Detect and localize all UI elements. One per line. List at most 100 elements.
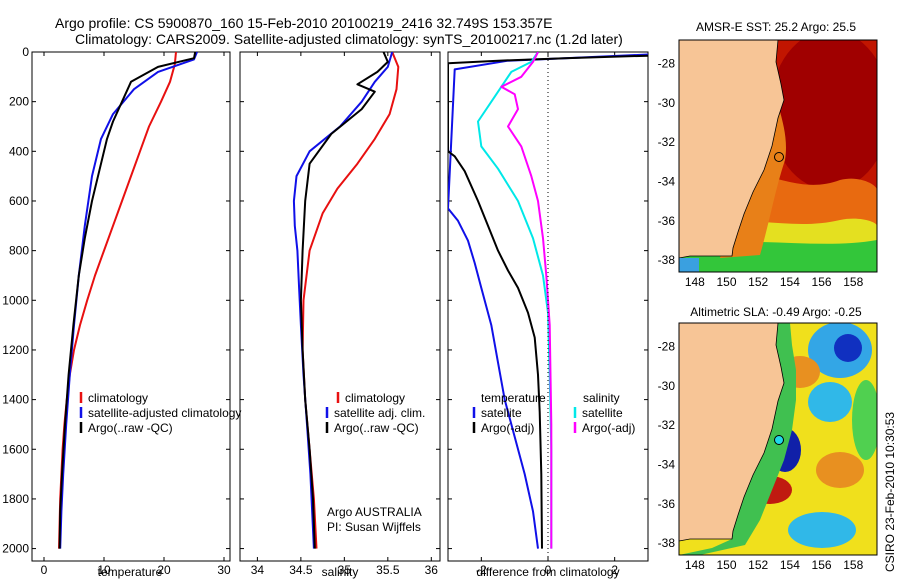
temperature-axis-label: temperature xyxy=(98,565,163,579)
sla-blob-blue-north xyxy=(834,334,862,362)
series-line-temperature-satellite xyxy=(448,53,648,549)
sst-map xyxy=(679,40,877,272)
header-line-2: Climatology: CARS2009. Satellite-adjuste… xyxy=(75,31,623,47)
map-x-tick-label: 154 xyxy=(780,275,800,289)
x-tick-label: 10 xyxy=(97,563,111,577)
legend-label-satellite: satellite-adjusted climatology xyxy=(88,406,241,420)
series-line-argo-raw-qc- xyxy=(299,52,389,549)
y-tick-label: 1000 xyxy=(2,293,29,307)
salinity-axis-label: salinity xyxy=(322,565,359,579)
map-y-tick-label: -38 xyxy=(658,253,676,267)
x-tick-label: 30 xyxy=(217,563,231,577)
series-line-argo-raw-qc- xyxy=(58,52,197,549)
y-tick-label: 1800 xyxy=(2,492,29,506)
sst-coastline xyxy=(679,40,785,259)
map-y-tick-label: -34 xyxy=(658,458,676,472)
x-tick-label: 35 xyxy=(338,563,352,577)
temperature-legend: climatology satellite-adjusted climatolo… xyxy=(79,391,241,435)
legend-label-satellite: satellite adj. clim. xyxy=(334,406,425,420)
sla-coastline xyxy=(679,323,785,542)
sla-blob-orange-2 xyxy=(816,452,864,488)
salinity-annotation: Argo AUSTRALIA PI: Susan Wijffels xyxy=(327,505,422,534)
map-y-tick-label: -28 xyxy=(658,340,676,354)
sst-map-title: AMSR-E SST: 25.2 Argo: 25.5 xyxy=(696,20,856,34)
temperature-series-group xyxy=(58,52,198,549)
x-tick-label: -2 xyxy=(476,563,487,577)
x-tick-label: 0 xyxy=(41,563,48,577)
map-x-tick-label: 150 xyxy=(717,558,737,572)
map-x-tick-label: 148 xyxy=(685,275,705,289)
x-tick-label: 2 xyxy=(611,563,618,577)
legend-label-argo: Argo(..raw -QC) xyxy=(334,421,419,435)
sla-map xyxy=(679,323,877,555)
legend-label-temp-argo: Argo(-adj) xyxy=(481,421,534,435)
map-x-tick-label: 150 xyxy=(717,275,737,289)
map-x-tick-label: 154 xyxy=(780,558,800,572)
map-x-tick-label: 152 xyxy=(748,275,768,289)
salinity-series-group xyxy=(292,52,400,549)
series-layer xyxy=(58,52,648,549)
legend-label-temp-satellite: satellite xyxy=(481,406,522,420)
map-y-tick-label: -34 xyxy=(658,175,676,189)
annotation-line-1: Argo AUSTRALIA xyxy=(327,505,422,519)
difference-axis-label: difference from climatology xyxy=(476,565,619,579)
salinity-legend: climatology satellite adj. clim. Argo(..… xyxy=(325,391,425,435)
map-y-tick-label: -36 xyxy=(658,214,676,228)
legend-label-sal-satellite: satellite xyxy=(582,406,623,420)
series-line-temperature-argo-adj- xyxy=(448,54,648,549)
y-tick-label: 2000 xyxy=(2,542,29,556)
x-tick-label: 34.5 xyxy=(289,563,313,577)
map-x-tick-label: 156 xyxy=(812,558,832,572)
sla-blob-cyan-mid xyxy=(808,382,852,422)
y-tick-label: 1400 xyxy=(2,393,29,407)
map-x-tick-label: 148 xyxy=(685,558,705,572)
sla-map-frame xyxy=(678,322,878,556)
map-x-tick-label: 152 xyxy=(748,558,768,572)
x-tick-label: 34 xyxy=(251,563,265,577)
legend-title-temperature: temperature xyxy=(481,391,546,405)
temperature-plot-frame xyxy=(31,51,231,562)
y-tick-label: 600 xyxy=(9,194,29,208)
sla-map-title: Altimetric SLA: -0.49 Argo: -0.25 xyxy=(690,305,862,319)
sla-blob-green-east xyxy=(852,380,877,460)
sst-argo-marker xyxy=(774,152,784,162)
x-tick-label: 20 xyxy=(157,563,171,577)
legend-label-sal-argo: Argo(-adj) xyxy=(582,421,635,435)
y-tick-label: 400 xyxy=(9,144,29,158)
axes-layer: 0 10 20 30020040060080010001200140016001800… xyxy=(2,45,863,577)
sla-blob-cyan-south xyxy=(788,512,856,548)
map-y-tick-label: -38 xyxy=(658,536,676,550)
map-y-tick-label: -30 xyxy=(658,379,676,393)
legend-label-climatology: climatology xyxy=(345,391,405,405)
map-y-tick-label: -32 xyxy=(658,418,676,432)
sst-hot-core xyxy=(770,40,877,190)
map-y-tick-label: -28 xyxy=(658,57,676,71)
map-x-tick-label: 158 xyxy=(843,275,863,289)
sst-tasmania-patch xyxy=(679,258,699,272)
difference-series-group xyxy=(448,52,648,549)
difference-legend: temperature salinity satellite Argo(-adj… xyxy=(472,391,635,435)
legend-label-argo: Argo(..raw -QC) xyxy=(88,421,173,435)
map-y-tick-label: -36 xyxy=(658,497,676,511)
y-tick-label: 0 xyxy=(22,45,29,59)
x-tick-label: 35.5 xyxy=(376,563,400,577)
y-tick-label: 800 xyxy=(9,244,29,258)
legend-label-climatology: climatology xyxy=(88,391,148,405)
series-line-salinity-argo-adj- xyxy=(500,52,553,549)
map-y-tick-label: -32 xyxy=(658,135,676,149)
series-line-satellite-adjusted-climatology xyxy=(59,52,198,549)
legend-title-salinity: salinity xyxy=(583,391,620,405)
header-line-1: Argo profile: CS 5900870_160 15-Feb-2010… xyxy=(55,15,552,31)
sla-land xyxy=(679,323,784,541)
map-y-tick-label: -30 xyxy=(658,96,676,110)
sla-coastal-strip xyxy=(679,323,796,555)
sst-map-frame xyxy=(678,39,878,273)
map-x-tick-label: 156 xyxy=(812,275,832,289)
map-x-tick-label: 158 xyxy=(843,558,863,572)
x-tick-label: 0 xyxy=(545,563,552,577)
x-tick-label: 36 xyxy=(425,563,439,577)
annotation-line-2: PI: Susan Wijffels xyxy=(327,520,421,534)
y-tick-label: 1600 xyxy=(2,442,29,456)
y-tick-label: 1200 xyxy=(2,343,29,357)
